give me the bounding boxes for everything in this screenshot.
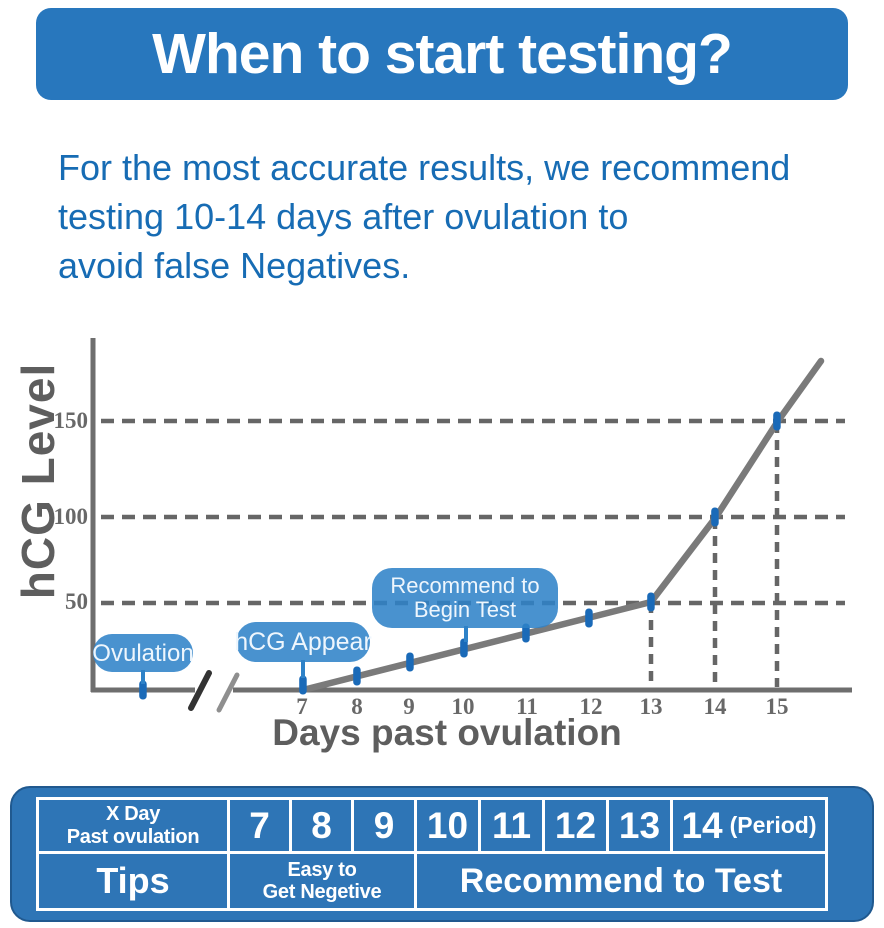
table-day-12: 12 <box>545 800 606 851</box>
xtick-11: 11 <box>516 694 538 719</box>
xtick-9: 9 <box>403 694 415 719</box>
page-title: When to start testing? <box>152 22 733 86</box>
recommend-label-line2: Begin Test <box>414 597 516 622</box>
table-header-days: X Day Past ovulation <box>39 800 227 851</box>
hcg-line <box>299 357 825 694</box>
y-axis-title: hCG Level <box>12 363 64 600</box>
table-header-tips: Tips <box>39 854 227 908</box>
testing-summary-table: X Day Past ovulation 7 8 9 10 11 12 13 1… <box>36 797 828 911</box>
table-day-7: 7 <box>230 800 289 851</box>
recommend-callout: Recommend to Begin Test <box>372 568 558 642</box>
tip-easy-negative: Easy to Get Negetive <box>230 854 414 908</box>
hcg-appear-label: hCG Appear <box>234 628 372 656</box>
table-day-14: 14 (Period) <box>673 800 825 851</box>
xtick-14: 14 <box>704 694 728 719</box>
y-tick-labels: 150 100 50 <box>54 408 89 614</box>
xtick-8: 8 <box>351 694 363 719</box>
xtick-10: 10 <box>452 694 475 719</box>
axis-break-icon <box>188 670 240 713</box>
table-day-13: 13 <box>609 800 670 851</box>
recommend-label-line1: Recommend to <box>390 573 539 598</box>
ytick-150: 150 <box>54 408 89 433</box>
marker-day14 <box>711 507 719 527</box>
ytick-50: 50 <box>65 589 88 614</box>
ovulation-callout: Ovulation <box>92 634 194 684</box>
hcg-level-chart: 150 100 50 7 8 9 10 11 12 13 14 15 Days … <box>12 338 852 753</box>
xtick-13: 13 <box>640 694 663 719</box>
marker-day9 <box>406 652 414 672</box>
droplines-vertical <box>648 423 780 687</box>
ovulation-label: Ovulation <box>92 640 193 667</box>
marker-ovulation <box>139 680 147 700</box>
x-tick-labels: 7 8 9 10 11 12 13 14 15 <box>296 694 788 719</box>
marker-day12 <box>585 608 593 628</box>
marker-day15 <box>773 411 781 431</box>
marker-day11 <box>522 623 530 643</box>
table-day-10: 10 <box>417 800 478 851</box>
testing-summary-card: X Day Past ovulation 7 8 9 10 11 12 13 1… <box>10 786 874 922</box>
xtick-15: 15 <box>766 694 789 719</box>
table-day-11: 11 <box>481 800 542 851</box>
day-14-value: 14 <box>681 804 723 846</box>
marker-day7 <box>299 675 307 695</box>
intro-text: For the most accurate results, we recomm… <box>58 147 791 286</box>
ytick-100: 100 <box>54 504 89 529</box>
table-day-8: 8 <box>292 800 351 851</box>
table-day-9: 9 <box>354 800 414 851</box>
data-point-markers <box>139 411 781 700</box>
gridlines-horizontal <box>101 418 845 606</box>
marker-day13 <box>647 592 655 612</box>
marker-day10 <box>460 638 468 658</box>
xtick-12: 12 <box>580 694 603 719</box>
hcg-appear-callout: hCG Appear <box>234 622 372 678</box>
tip-recommend-test: Recommend to Test <box>417 854 825 908</box>
marker-day8 <box>353 666 361 686</box>
day-14-period-note: (Period) <box>729 812 817 838</box>
title-banner: When to start testing? <box>36 8 848 100</box>
x-axis-title: Days past ovulation <box>272 712 622 753</box>
xtick-7: 7 <box>296 694 308 719</box>
